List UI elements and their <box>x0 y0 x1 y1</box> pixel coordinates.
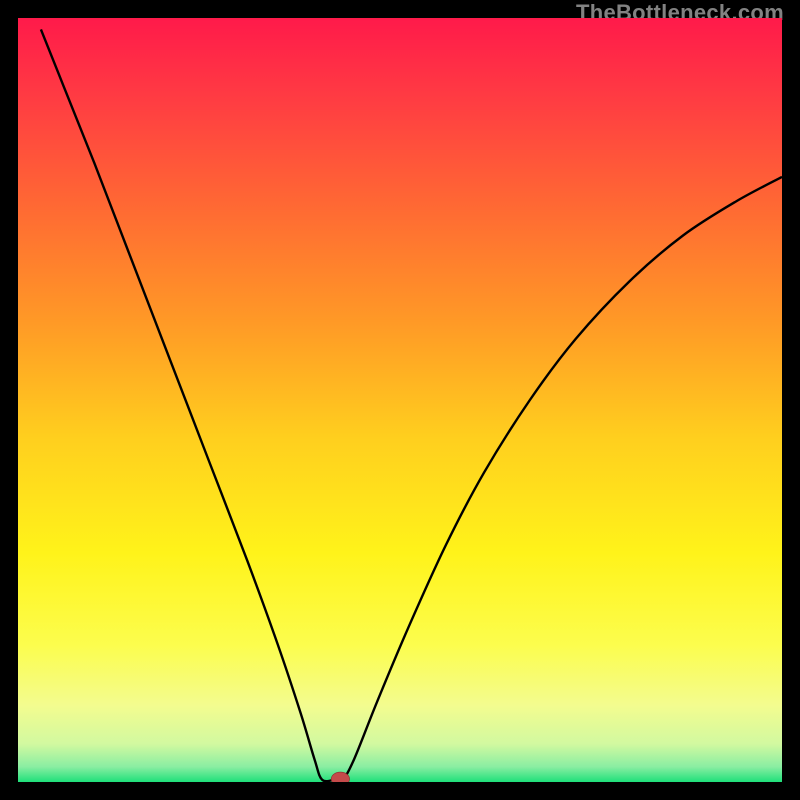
chart-svg <box>18 18 782 782</box>
chart-background <box>18 18 782 782</box>
chart-frame: TheBottleneck.com <box>0 0 800 800</box>
bottleneck-curve-chart <box>18 18 782 782</box>
